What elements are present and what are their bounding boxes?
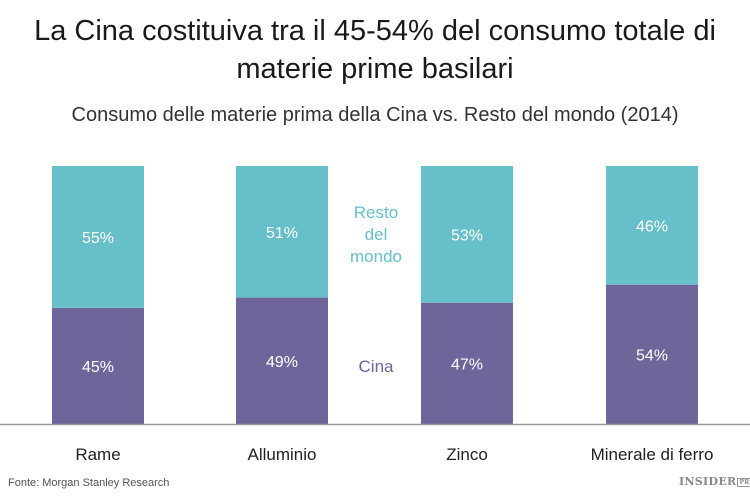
legend-resto-del-mondo: del bbox=[365, 225, 388, 244]
data-label-cina: 54% bbox=[636, 347, 668, 364]
chart-subtitle: Consumo delle materie prima della Cina v… bbox=[71, 104, 679, 126]
data-label-resto: 51% bbox=[266, 225, 298, 242]
category-label: Minerale di ferro bbox=[591, 445, 714, 464]
legend-resto-del-mondo: mondo bbox=[350, 247, 402, 266]
category-label: Zinco bbox=[446, 445, 488, 464]
bar-cina bbox=[421, 302, 513, 424]
bar-cina bbox=[236, 297, 328, 424]
chart-title: La Cina costituiva tra il 45-54% del con… bbox=[34, 15, 716, 85]
source-note: Fonte: Morgan Stanley Research bbox=[8, 477, 170, 489]
bar-cina bbox=[606, 284, 698, 424]
legend-resto-del-mondo: Resto bbox=[354, 203, 398, 222]
bar-resto-del-mondo bbox=[236, 166, 328, 298]
bar-resto-del-mondo bbox=[52, 166, 144, 308]
data-label-cina: 49% bbox=[266, 354, 298, 371]
bar-cina bbox=[52, 307, 144, 424]
logo-text: INSIDER bbox=[679, 475, 737, 488]
insider-pro-logo: INSIDERPRO bbox=[679, 475, 750, 488]
data-label-cina: 45% bbox=[82, 359, 114, 376]
category-label: Alluminio bbox=[248, 445, 317, 464]
data-label-resto: 55% bbox=[82, 230, 114, 247]
bar-resto-del-mondo bbox=[606, 166, 698, 285]
logo-badge: PRO bbox=[737, 477, 750, 487]
data-label-cina: 47% bbox=[451, 356, 483, 373]
data-label-resto: 46% bbox=[636, 218, 668, 235]
category-label: Rame bbox=[75, 445, 120, 464]
legend-cina: Cina bbox=[359, 357, 395, 376]
bar-resto-del-mondo bbox=[421, 166, 513, 303]
data-label-resto: 53% bbox=[451, 227, 483, 244]
